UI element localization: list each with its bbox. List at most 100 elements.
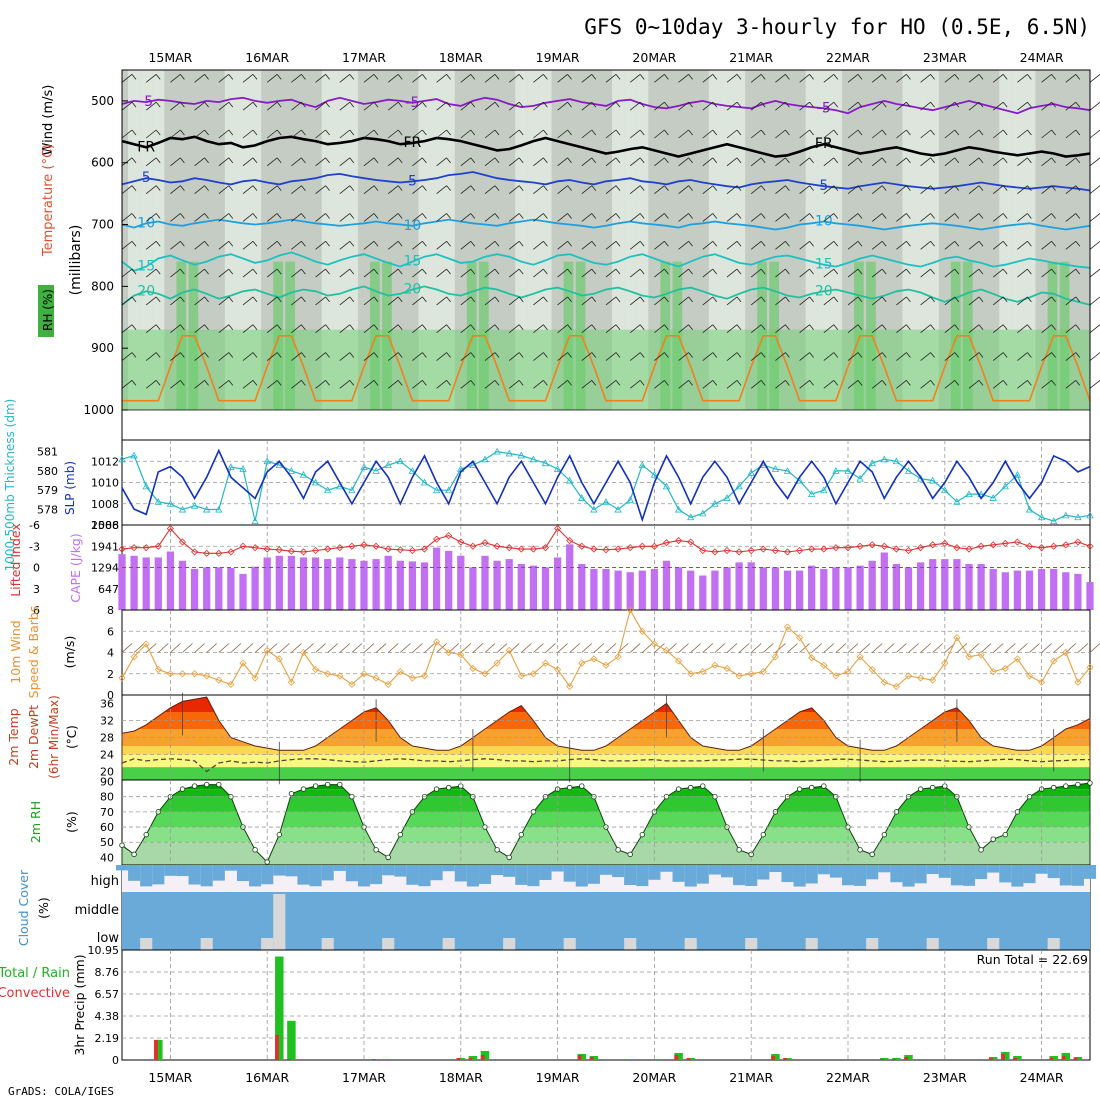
wind-barb-flag [978,268,984,275]
wind-barb [629,296,641,306]
wind-barb-flag [397,324,403,330]
wind-barb-flag [978,101,984,108]
wind-barb [436,324,447,334]
wind-barb-flag [155,241,161,247]
wind-barb [533,324,544,334]
thickness-point [1001,482,1009,490]
wind-barb-flag [615,74,621,80]
wind-barb [194,268,205,278]
wind-barb-flag [131,129,137,136]
cape-bar [384,555,392,610]
wind-barb [1017,185,1028,194]
wind-barb-flag [567,185,572,191]
thickness-point [505,449,513,457]
wind-barb [1041,157,1052,167]
lifted-index-point [203,549,211,557]
wind-barb-flag [906,185,911,191]
lifted-index-point [832,544,840,552]
wind-barb-flag [906,296,911,303]
wind-barb [315,185,326,194]
wind-barb [920,213,931,222]
wind-barb [726,268,738,278]
wind-speed-point [723,664,731,673]
wind-barb-flag [518,213,524,219]
cape-tick-label: 647 [98,583,119,596]
wind-barb [533,213,544,222]
lifted-index-point [941,539,949,547]
isotherm-label: 5 [819,178,828,194]
lifted-index-point [275,546,283,554]
wind-barb-flag [954,241,960,247]
wind-barb [508,296,520,306]
rh-point [518,831,524,838]
wind-barb-flag [1002,74,1008,80]
wind-barb-flag [228,296,234,303]
wind-barb [291,268,302,278]
wind-barb-flag [664,241,669,247]
wind-barb-flag [325,241,330,247]
rh-point [494,847,500,853]
isotherm-label: 15 [403,254,421,270]
wind-barb [992,129,1004,139]
wind-barb [1041,213,1052,222]
isotherm-label: 15 [815,257,833,273]
wind-barb-flag [1075,380,1081,386]
wind-barb-flag [1027,380,1032,386]
cloud-high-cell [382,865,395,876]
wind-barb-flag [446,129,451,136]
precip-total-bar [771,1053,780,1060]
wind-barb [242,101,254,111]
lifted-index-point [130,544,138,552]
wind-barb-flag [954,185,960,191]
wind-barb-flag [252,241,258,247]
wind-barb [871,129,883,139]
wind-barb [581,268,593,278]
wind-barb [460,240,472,250]
wind-barb-10m [1029,643,1040,653]
wind-barb [968,213,980,222]
wind-barb-flag [1051,268,1056,275]
wind-barb-flag [252,324,258,330]
wind-barb [533,352,544,361]
rh-point [700,783,706,789]
wind-barb-flag [615,352,621,358]
wind-barb [944,185,956,194]
date-label-bottom: 15MAR [148,1070,192,1085]
axis-title: 2m RH [28,801,43,843]
axis-title: SLP (mb) [63,461,77,515]
wind-barb-flag [446,101,451,108]
wind-barb-flag [954,380,960,386]
wind-speed-point [675,657,683,665]
wind-barb-flag [155,185,161,191]
thickness-point [1050,517,1058,525]
wind-barb [750,129,762,139]
wind-barb-flag [252,380,258,386]
wind-barb-flag [180,213,185,219]
wind-speed-point [917,674,925,682]
wind-barb-flag [760,380,766,386]
wind-barb-flag [1027,268,1032,275]
precip-total-bar [577,1053,587,1060]
precip-convective-bar [1013,1057,1017,1060]
wind-barb-flag [204,296,209,303]
wind-barb [896,296,907,306]
wind-barb [266,129,278,139]
cloud-high-cell [515,865,528,885]
wind-barb [436,185,447,194]
wind-barb-flag [518,296,524,303]
cape-bar [396,560,404,610]
wind-barb-flag [615,268,621,275]
wind-barb-flag [1002,101,1008,108]
wind-barb [1017,157,1028,167]
rh-point [288,790,295,797]
wind-barb [1065,74,1077,83]
wind-barb-flag [180,268,185,275]
wind-barb-flag [688,157,693,164]
wind-barb [920,296,931,306]
cape-bar [1074,573,1082,610]
wind-barb [412,324,423,334]
wind-barb-10m [387,643,399,653]
wind-barb-flag [954,268,960,275]
wind-barb-flag [664,352,669,358]
wind-barb-flag [276,74,282,80]
